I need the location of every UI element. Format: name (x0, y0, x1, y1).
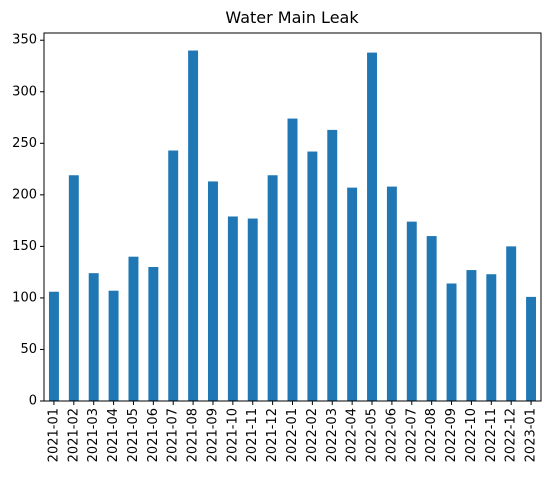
x-tick-label: 2021-02 (66, 408, 81, 462)
x-tick-label: 2021-06 (146, 408, 161, 462)
x-tick-label: 2021-12 (265, 408, 280, 462)
x-tick-label: 2022-03 (325, 408, 340, 462)
x-tick-label: 2022-05 (365, 408, 380, 462)
x-tick-label: 2022-07 (404, 408, 419, 462)
bars-group (49, 51, 536, 401)
bar-2021-01 (49, 292, 59, 401)
x-tick-label: 2022-08 (424, 408, 439, 462)
bar-2022-03 (327, 130, 337, 401)
x-tick-label: 2022-04 (345, 408, 360, 462)
x-tick-label: 2022-11 (484, 408, 499, 462)
bar-2022-04 (347, 188, 357, 401)
bar-2021-02 (69, 175, 79, 401)
y-tick-label: 200 (12, 187, 37, 202)
x-tick-label: 2021-11 (245, 408, 260, 462)
bar-2022-05 (367, 53, 377, 401)
x-tick-label: 2022-09 (444, 408, 459, 462)
bar-2021-06 (148, 267, 158, 401)
x-tick-label: 2021-03 (86, 408, 101, 462)
x-tick-label: 2021-09 (205, 408, 220, 462)
bar-2022-02 (307, 152, 317, 401)
bar-2022-08 (427, 236, 437, 401)
y-tick-label: 150 (12, 239, 37, 254)
x-tick-label: 2022-12 (504, 408, 519, 462)
y-tick-label: 350 (12, 33, 37, 48)
y-tick-label: 250 (12, 136, 37, 151)
x-tick-label: 2022-02 (305, 408, 320, 462)
bar-2022-12 (506, 246, 516, 401)
x-tick-label: 2022-01 (285, 408, 300, 462)
bar-2021-05 (128, 257, 138, 401)
bar-2022-09 (447, 283, 457, 401)
bar-2022-11 (486, 274, 496, 401)
y-tick-label: 0 (29, 394, 37, 409)
chart-title: Water Main Leak (225, 8, 359, 27)
bar-2021-10 (228, 216, 238, 401)
x-tick-label: 2021-05 (126, 408, 141, 462)
bar-2021-09 (208, 181, 218, 401)
x-tick-label: 2023-01 (524, 408, 539, 462)
bar-2021-08 (188, 51, 198, 401)
bar-2021-04 (109, 291, 119, 401)
bar-2023-01 (526, 297, 536, 401)
y-tick-label: 100 (12, 290, 37, 305)
y-axis: 0 50 100 150 200 250 300 350 (12, 33, 44, 409)
x-axis: 2021-01 2021-02 2021-03 2021-04 2021-05 2021-… (46, 401, 538, 462)
y-tick-label: 50 (20, 342, 37, 357)
bar-2022-01 (288, 119, 298, 401)
y-tick-label: 300 (12, 84, 37, 99)
x-tick-label: 2021-01 (46, 408, 61, 462)
x-tick-label: 2021-07 (166, 408, 181, 462)
bar-2022-10 (466, 270, 476, 401)
bar-2021-07 (168, 151, 178, 401)
bar-2021-03 (89, 273, 99, 401)
x-tick-label: 2022-10 (464, 408, 479, 462)
x-tick-label: 2021-08 (186, 408, 201, 462)
x-tick-label: 2021-10 (225, 408, 240, 462)
x-tick-label: 2021-04 (106, 408, 121, 462)
bar-2021-11 (248, 219, 258, 401)
bar-2022-06 (387, 187, 397, 401)
x-tick-label: 2022-06 (384, 408, 399, 462)
bar-2021-12 (268, 175, 278, 401)
bar-2022-07 (407, 222, 417, 401)
